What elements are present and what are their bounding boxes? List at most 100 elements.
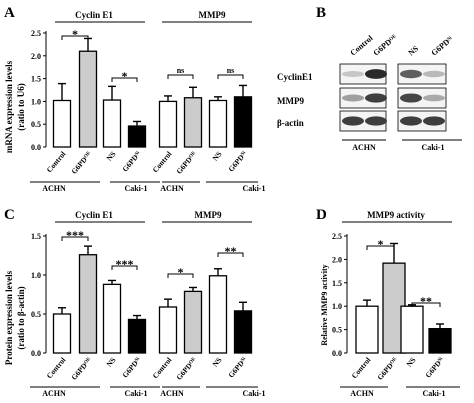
panel-a-y-tick-label: 1.5 (31, 75, 41, 84)
panel-d-significance-bracket (411, 302, 441, 307)
blot-band (400, 93, 422, 103)
panel-a-category-label: G6PDSi (226, 149, 249, 173)
panel-d-y-tick-label: 0.5 (332, 326, 342, 335)
panel-a-y-tick-label: 1.0 (31, 97, 41, 106)
panel-d-bar (400, 305, 424, 354)
panel-d-bar (428, 328, 452, 354)
panel-c-cell-line-1: Caki-1 (124, 389, 147, 398)
panel-a-bar (183, 97, 203, 148)
panel-a-bar (233, 96, 253, 148)
panel-d-significance-label: * (378, 237, 384, 251)
panel-c-ylabel: Protein expression levels (4, 270, 14, 365)
panel-a-significance-bracket (61, 35, 89, 40)
panel-a-cell-line-2: ACHN (160, 184, 184, 193)
panel-a-bar (78, 50, 98, 148)
panel-letter-c: C (4, 207, 15, 223)
panel-c-y-tick-label: 0.5 (31, 310, 41, 319)
panel-a-significance-label: * (122, 69, 128, 83)
panel-d-category-label: Control (350, 356, 373, 381)
panel-a-category-label: Control (151, 150, 174, 175)
panel-a-ylabel: mRNA expression levels (4, 60, 14, 153)
panel-letter-d: D (316, 207, 327, 223)
panel-a-y-tick-label: 0.5 (31, 120, 41, 129)
panel-c-category-label: Control (45, 356, 68, 381)
panel-a-significance-label: ns (177, 66, 185, 75)
panel-a-significance-bracket (111, 77, 138, 82)
panel-c-category-label: G6PDOE (174, 355, 199, 382)
panel-c-category-label: Control (151, 356, 174, 381)
blot-column-label: G6PDSi (430, 34, 455, 57)
panel-a-y-tick-label: 2.0 (31, 52, 41, 61)
panel-c-chart: Protein expression levels (ratio to β-ac… (4, 210, 266, 398)
panel-c-category-label: NS (210, 356, 223, 369)
panel-d-chart: MMP9 activity Relative MMP9 activity ACH… (320, 210, 460, 398)
panel-c-significance-bracket (167, 273, 194, 278)
panel-d-y-tick-label: 1.5 (332, 279, 342, 288)
panel-a-bar (52, 99, 72, 148)
panel-c-y-tick-label: 1.5 (31, 232, 41, 241)
blot-band (423, 70, 445, 78)
panel-a-category-label: G6PDOE (174, 149, 199, 176)
blot-column-label: Control (349, 33, 376, 57)
panel-c-group-label-0: Cyclin E1 (75, 210, 113, 220)
panel-c-group-label-1: MMP9 (195, 210, 222, 220)
blot-band (400, 69, 422, 79)
panel-c-category-label: G6PDSi (226, 355, 249, 379)
blot-band (423, 116, 445, 126)
panel-c-category-label: NS (104, 356, 117, 369)
panel-c-significance-label: * (178, 265, 184, 279)
blot-cell-line-0: ACHN (352, 143, 376, 152)
panel-a-category-label: NS (104, 150, 117, 163)
panel-a-chart: mRNA expression levels (ratio to U6) Cyc… (4, 10, 266, 193)
panel-c-significance-label: ** (225, 244, 237, 258)
panel-d-y-tick-label: 2.5 (332, 232, 342, 241)
panel-c-cell-line-3: Caki-1 (242, 389, 265, 398)
blot-band (423, 94, 445, 102)
panel-c-ylabel-sub: (ratio to β-actin) (16, 286, 26, 349)
panel-a-bar (102, 99, 122, 148)
panel-c-bar (233, 310, 253, 354)
panel-a-y-tick-label: 0.0 (31, 143, 41, 152)
blot-band (365, 116, 387, 126)
panel-d-ylabel: Relative MMP9 activity (320, 264, 329, 345)
blot-band (365, 93, 387, 103)
panel-c-bar (52, 313, 72, 354)
panel-b-blot: CyclinE1 MMP9 β-actin ACHN Caki-1 Contro… (277, 32, 462, 152)
panel-a-significance-label: * (72, 27, 78, 41)
panel-c-bar (127, 318, 147, 354)
blot-band (342, 70, 364, 78)
panel-d-cell-line-0: ACHN (350, 389, 374, 398)
panel-d-y-tick-label: 0.0 (332, 349, 342, 358)
blot-column-label: NS (407, 44, 421, 58)
panel-c-bar (158, 306, 178, 354)
panel-c-bar (102, 283, 122, 354)
blot-band (365, 69, 387, 79)
panel-d-category-label: G6PDSi (423, 355, 446, 379)
panel-a-cell-line-1: Caki-1 (124, 184, 147, 193)
panel-c-significance-bracket (217, 252, 244, 257)
panel-a-bar (208, 99, 228, 148)
panel-c-category-label: G6PDSi (120, 355, 143, 379)
panel-a-bar (127, 125, 147, 148)
panel-c-significance-bracket (61, 236, 89, 241)
panel-c-significance-label: *** (66, 228, 84, 242)
blot-cell-line-1: Caki-1 (421, 143, 444, 152)
panel-c-cell-line-0: ACHN (42, 389, 66, 398)
panel-c-bar (183, 290, 203, 354)
panel-d-significance-label: ** (420, 294, 432, 308)
panel-a-ylabel-sub: (ratio to U6) (16, 83, 26, 130)
panel-c-y-tick-label: 0.0 (31, 349, 41, 358)
panel-a-category-label: G6PDSi (120, 149, 143, 173)
panel-a-category-label: Control (45, 150, 68, 175)
panel-c-significance-label: *** (116, 257, 134, 271)
panel-a-cell-line-0: ACHN (42, 184, 66, 193)
blot-column-label: G6PDOE (372, 32, 400, 57)
panel-a-cell-line-3: Caki-1 (242, 184, 265, 193)
panel-c-significance-bracket (111, 265, 138, 270)
panel-a-bar (158, 100, 178, 148)
panel-a-group-label-0: Cyclin E1 (75, 10, 113, 20)
panel-a-significance-bracket (167, 74, 194, 79)
blot-row-label-2: β-actin (277, 118, 304, 128)
panel-c-bar (208, 275, 228, 354)
